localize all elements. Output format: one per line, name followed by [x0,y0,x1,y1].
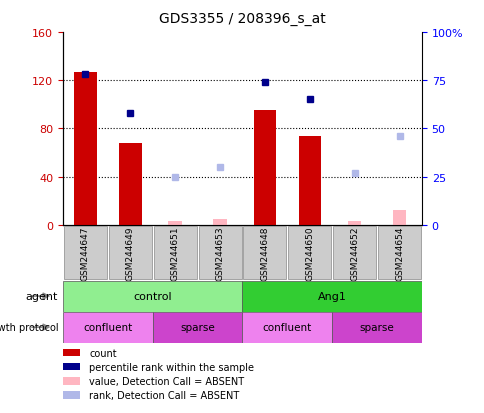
Bar [63,281,242,312]
Bar [62,349,80,356]
Bar [332,312,421,343]
Bar [62,392,80,399]
Text: control: control [133,291,172,301]
Bar [64,226,107,280]
Text: GSM244648: GSM244648 [260,226,269,280]
Bar [119,143,141,225]
Bar [74,73,96,225]
Text: sparse: sparse [180,322,214,332]
Bar [153,226,197,280]
Bar [243,226,286,280]
Bar [253,111,275,225]
Bar [242,312,332,343]
Text: percentile rank within the sample: percentile rank within the sample [89,362,254,372]
Text: GDS3355 / 208396_s_at: GDS3355 / 208396_s_at [159,12,325,26]
Text: GSM244654: GSM244654 [394,226,403,280]
Bar [242,281,421,312]
Bar [287,226,331,280]
Text: agent: agent [26,291,58,301]
Text: GSM244653: GSM244653 [215,226,224,280]
Text: GSM244649: GSM244649 [125,226,135,280]
Text: confluent: confluent [83,322,132,332]
Bar [392,211,406,225]
Bar [108,226,151,280]
Text: value, Detection Call = ABSENT: value, Detection Call = ABSENT [89,376,244,386]
Text: GSM244652: GSM244652 [349,226,359,280]
Bar [152,312,242,343]
Text: growth protocol: growth protocol [0,322,58,332]
Bar [298,136,320,225]
Text: GSM244647: GSM244647 [81,226,90,280]
Bar [377,226,420,280]
Bar [62,377,80,385]
Bar [198,226,241,280]
Bar [347,221,361,225]
Bar [333,226,376,280]
Bar [213,219,227,225]
Text: confluent: confluent [262,322,311,332]
Bar [63,312,152,343]
Text: GSM244650: GSM244650 [304,226,314,280]
Text: rank, Detection Call = ABSENT: rank, Detection Call = ABSENT [89,390,239,400]
Text: GSM244651: GSM244651 [170,226,180,280]
Text: count: count [89,348,117,358]
Text: sparse: sparse [359,322,393,332]
Bar [168,221,182,225]
Bar [62,363,80,370]
Text: Ang1: Ang1 [317,291,346,301]
